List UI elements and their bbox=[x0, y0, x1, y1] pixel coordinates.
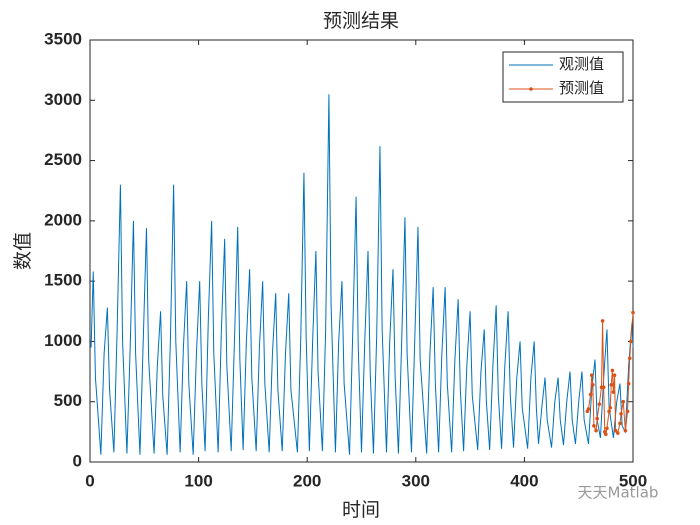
point bbox=[618, 421, 622, 426]
x-tick-label: 0 bbox=[85, 471, 94, 490]
point bbox=[604, 432, 608, 437]
x-tick-label: 300 bbox=[402, 471, 430, 490]
point bbox=[607, 409, 611, 414]
point bbox=[588, 392, 593, 397]
point bbox=[589, 373, 594, 377]
point bbox=[611, 390, 616, 394]
y-tick-label: 3500 bbox=[44, 29, 82, 48]
point bbox=[613, 428, 618, 433]
legend-label: 观测值 bbox=[559, 55, 604, 73]
point bbox=[592, 424, 596, 428]
point bbox=[605, 426, 609, 431]
point bbox=[609, 383, 614, 387]
x-axis-label: 时间 bbox=[342, 499, 380, 521]
point bbox=[610, 368, 615, 373]
y-tick-label: 2500 bbox=[44, 150, 82, 169]
point bbox=[623, 428, 628, 433]
point bbox=[608, 405, 612, 410]
point bbox=[594, 428, 598, 433]
point bbox=[629, 339, 633, 344]
y-tick-label: 1000 bbox=[44, 331, 82, 350]
point bbox=[612, 373, 617, 377]
point bbox=[595, 416, 599, 421]
x-tick-label: 100 bbox=[184, 471, 212, 490]
legend-marker bbox=[529, 87, 533, 91]
point bbox=[625, 409, 630, 414]
y-axis-label: 数值 bbox=[12, 232, 34, 270]
point bbox=[600, 319, 605, 323]
point bbox=[591, 383, 595, 387]
x-tick-label: 500 bbox=[619, 471, 647, 490]
point bbox=[619, 411, 623, 416]
x-tick-label: 200 bbox=[293, 471, 321, 490]
point bbox=[597, 402, 602, 406]
y-tick-label: 1500 bbox=[44, 271, 82, 290]
point bbox=[586, 407, 591, 411]
y-tick-label: 3000 bbox=[44, 90, 82, 109]
y-tick-label: 0 bbox=[73, 451, 82, 470]
legend-box bbox=[502, 51, 624, 103]
point bbox=[631, 310, 635, 315]
series-line bbox=[90, 94, 634, 455]
y-tick-label: 500 bbox=[54, 391, 82, 410]
axes-box bbox=[89, 39, 634, 463]
x-tick-label: 400 bbox=[510, 471, 538, 490]
point bbox=[626, 381, 631, 386]
point bbox=[601, 385, 606, 390]
y-tick-label: 2000 bbox=[44, 210, 82, 229]
legend-label: 预测值 bbox=[559, 79, 604, 97]
watermark: 天天Matlab bbox=[578, 484, 659, 502]
point bbox=[621, 399, 626, 404]
chart-title: 预测结果 bbox=[323, 10, 399, 32]
point bbox=[615, 431, 620, 435]
point bbox=[627, 356, 632, 361]
